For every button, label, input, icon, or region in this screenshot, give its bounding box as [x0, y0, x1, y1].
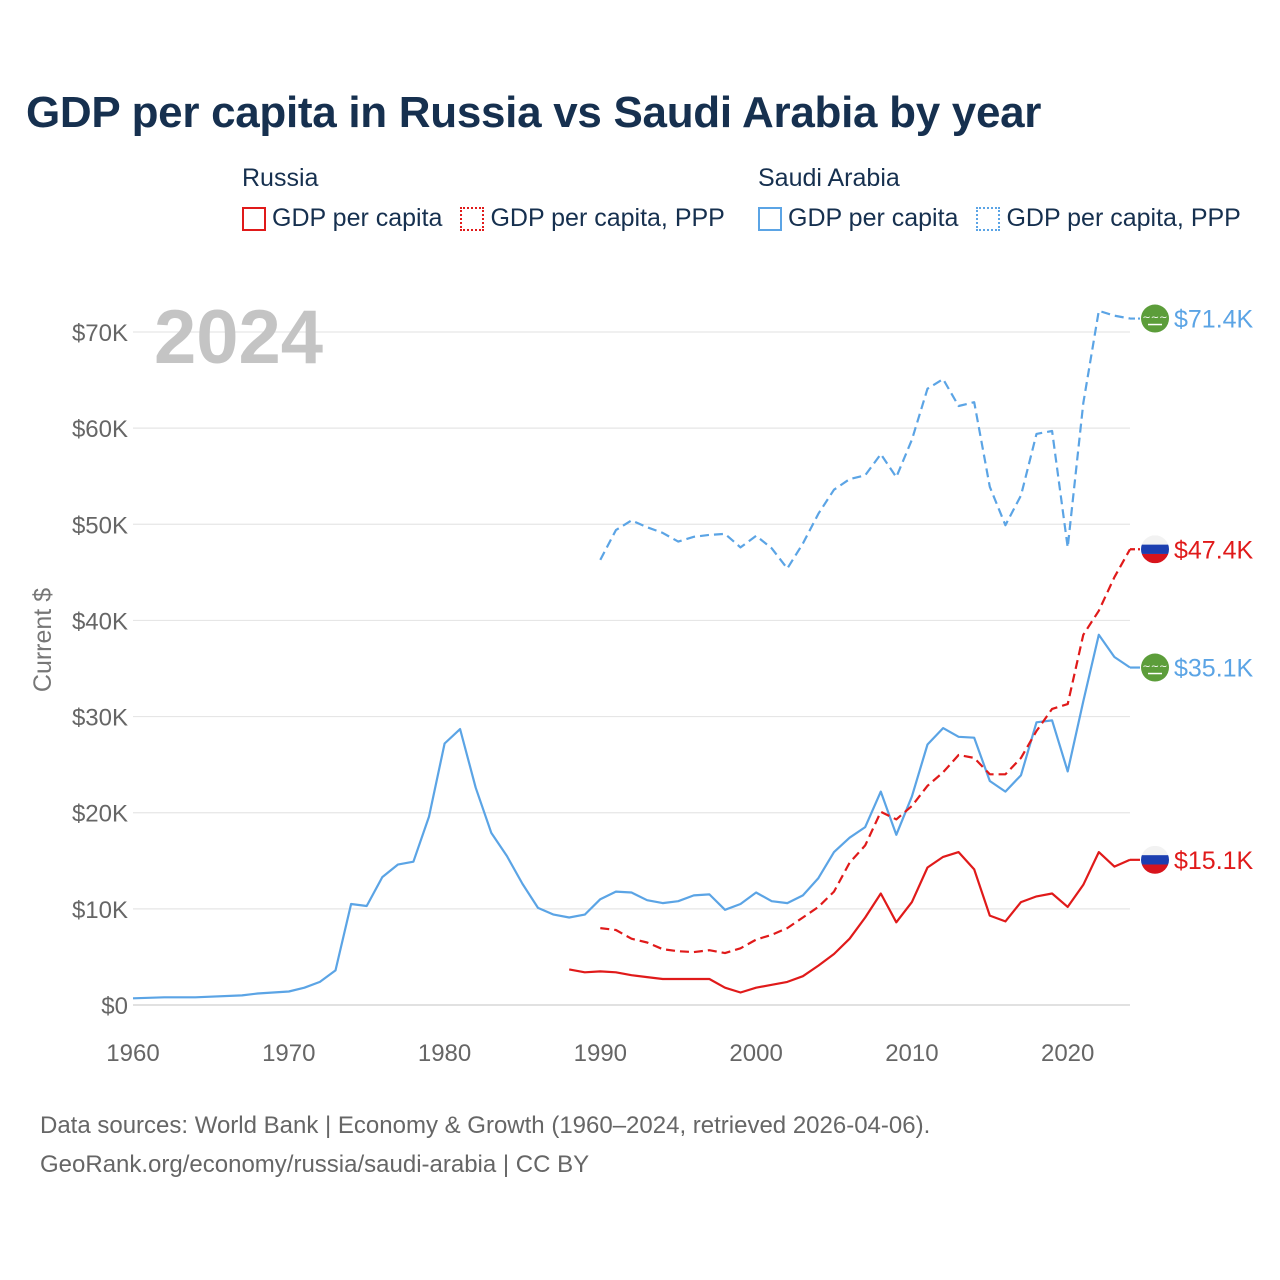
series-lines — [132, 309, 1131, 1000]
y-tick-label: $50K — [72, 512, 128, 539]
year-label: 2024 — [154, 295, 323, 380]
chart-title: GDP per capita in Russia vs Saudi Arabia… — [26, 88, 1042, 137]
x-tick-label: 2010 — [885, 1040, 938, 1067]
legend-group-name: Russia — [242, 164, 319, 192]
legend-russia: Russia GDP per capita GDP per capita, PP… — [242, 162, 743, 233]
series-line-russia-gdp[interactable] — [568, 851, 1131, 994]
legend-saudi: Saudi Arabia GDP per capita GDP per capi… — [758, 162, 1259, 233]
legend-label: GDP per capita — [272, 204, 443, 232]
legend-group-name: Saudi Arabia — [758, 164, 900, 192]
saudi-flag-icon: ~~~ — [1141, 304, 1169, 333]
footer: Data sources: World Bank | Economy & Gro… — [40, 1106, 930, 1184]
y-tick-label: $0 — [101, 993, 128, 1020]
y-tick-label: $30K — [72, 705, 128, 732]
end-markers: ~~~ $71.4K ~~~ $35.1K $47.4K $15.1K — [1130, 304, 1254, 875]
y-tick-labels: $0 $10K $20K $30K $40K $50K $60K $70K — [72, 320, 128, 1020]
end-value-label: $71.4K — [1174, 306, 1254, 334]
legend-item-saudi-gdp[interactable]: GDP per capita — [758, 204, 958, 233]
y-tick-label: $60K — [72, 416, 128, 443]
svg-text:~~~: ~~~ — [1142, 313, 1167, 324]
legend-item-russia-gdp[interactable]: GDP per capita — [242, 204, 442, 233]
legend-label: GDP per capita, PPP — [1006, 204, 1241, 232]
russia-flag-icon — [1141, 535, 1169, 564]
x-tick-labels: 1960 1970 1980 1990 2000 2010 2020 — [106, 1040, 1094, 1067]
gridlines — [133, 331, 1130, 1006]
x-tick-label: 1960 — [106, 1040, 159, 1067]
y-axis-label: Current $ — [29, 588, 57, 692]
russia-flag-icon — [1141, 845, 1169, 874]
series-line-saudi-ppp[interactable] — [599, 309, 1131, 570]
y-tick-label: $70K — [72, 320, 128, 347]
line-chart: $0$10K$20K$30K$40K$50K$60K$70K 1960 1970 1… — [29, 295, 1254, 1067]
source-link[interactable]: GeoRank.org/economy/russia/saudi-arabia … — [40, 1151, 590, 1178]
legend-label: GDP per capita, PPP — [490, 204, 725, 232]
x-tick-label: 2020 — [1041, 1040, 1094, 1067]
end-value-label: $15.1K — [1174, 847, 1254, 875]
data-sources: Data sources: World Bank | Economy & Gro… — [40, 1112, 931, 1139]
saudi-flag-icon: ~~~ — [1141, 653, 1169, 682]
y-tick-label: $20K — [72, 801, 128, 828]
legend-swatch-solid — [242, 206, 266, 231]
series-line-russia-ppp[interactable] — [600, 548, 1131, 955]
x-tick-label: 2000 — [729, 1040, 782, 1067]
legend-swatch-solid — [758, 206, 782, 231]
end-value-label: $35.1K — [1174, 655, 1254, 683]
x-tick-label: 1980 — [418, 1040, 471, 1067]
legend-swatch-dotted — [460, 206, 485, 231]
legend-item-saudi-ppp[interactable]: GDP per capita, PPP — [976, 204, 1241, 233]
end-value-label: $47.4K — [1174, 536, 1254, 564]
y-tick-label: $40K — [72, 608, 128, 635]
legend-label: GDP per capita — [788, 204, 959, 232]
legend-swatch-dotted — [976, 206, 1001, 231]
series-line-saudi-gdp[interactable] — [132, 633, 1131, 1000]
legend-item-russia-ppp[interactable]: GDP per capita, PPP — [460, 204, 725, 233]
x-tick-label: 1990 — [574, 1040, 627, 1067]
y-tick-label: $10K — [72, 897, 128, 924]
svg-text:~~~: ~~~ — [1142, 662, 1167, 673]
x-tick-label: 1970 — [262, 1040, 315, 1067]
